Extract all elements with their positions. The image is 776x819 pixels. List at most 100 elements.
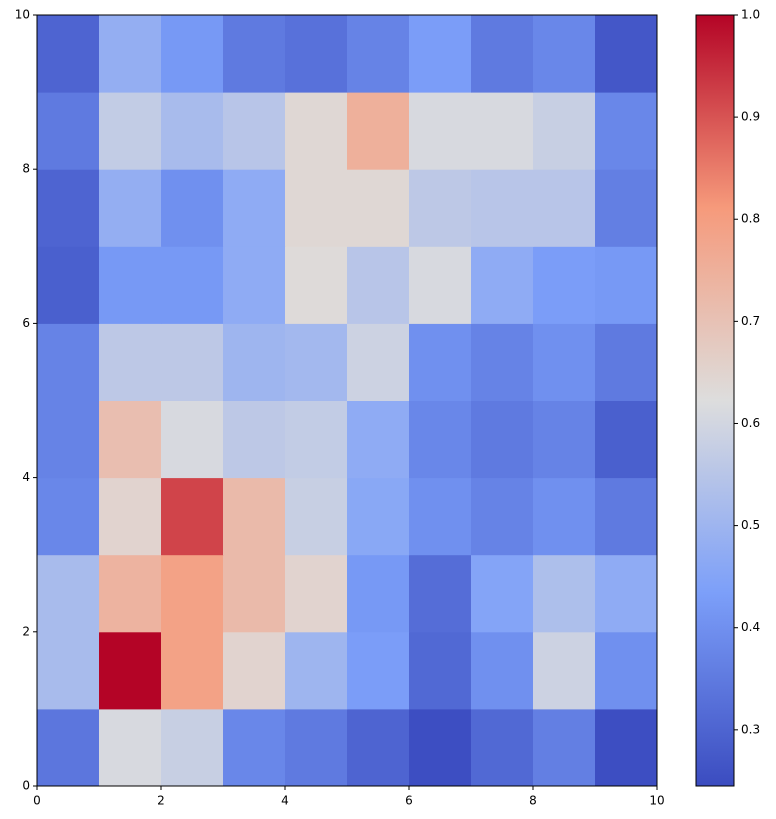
heat-cell xyxy=(99,92,162,170)
heat-cell xyxy=(347,400,410,479)
heat-cell xyxy=(161,169,224,247)
heat-cell xyxy=(533,400,596,479)
heat-cell xyxy=(161,554,224,633)
heat-cell xyxy=(533,631,596,710)
heat-cell xyxy=(223,554,286,633)
heat-cell xyxy=(37,246,100,324)
colorbar-tick-label: 0.7 xyxy=(741,314,760,328)
y-tick-label: 4 xyxy=(22,470,30,484)
heat-cell xyxy=(223,15,286,93)
heat-cell xyxy=(285,708,348,787)
heat-cell xyxy=(161,323,224,401)
heat-cell xyxy=(409,554,472,633)
heat-cell xyxy=(285,15,348,93)
heat-cell xyxy=(223,477,286,556)
heat-cell xyxy=(471,92,534,170)
heat-cell xyxy=(533,15,596,93)
heat-cell xyxy=(37,554,100,633)
heat-cell xyxy=(223,708,286,787)
heat-cell xyxy=(471,15,534,93)
heat-cell xyxy=(471,708,534,787)
heat-cell xyxy=(347,323,410,401)
heat-cell xyxy=(533,323,596,401)
heat-cell xyxy=(409,246,472,324)
heat-cell xyxy=(37,323,100,401)
heat-cell xyxy=(533,477,596,556)
colorbar-tick-label: 0.8 xyxy=(741,212,760,226)
plot-frame xyxy=(36,14,658,787)
heat-cell xyxy=(285,554,348,633)
heat-cell xyxy=(99,400,162,479)
heat-cell xyxy=(471,554,534,633)
heat-cell xyxy=(161,631,224,710)
heat-cell xyxy=(285,246,348,324)
heat-cell xyxy=(37,92,100,170)
heat-cell xyxy=(37,15,100,93)
heat-cell xyxy=(161,400,224,479)
heat-cell xyxy=(595,15,658,93)
heat-cell xyxy=(471,169,534,247)
heat-cell xyxy=(223,323,286,401)
heat-cell xyxy=(285,169,348,247)
heat-cell xyxy=(161,246,224,324)
heat-cell xyxy=(471,631,534,710)
heat-cell xyxy=(595,169,658,247)
heat-cell xyxy=(595,708,658,787)
heat-cell xyxy=(99,708,162,787)
heat-cell xyxy=(285,92,348,170)
heat-cell xyxy=(223,92,286,170)
heat-cell xyxy=(347,246,410,324)
heat-cell xyxy=(595,323,658,401)
heat-cell xyxy=(223,400,286,479)
heat-cell xyxy=(533,708,596,787)
x-tick-label: 6 xyxy=(405,794,413,808)
heat-cell xyxy=(533,92,596,170)
colorbar-tick-label: 0.9 xyxy=(741,110,760,124)
heat-cell xyxy=(223,631,286,710)
heat-cell xyxy=(409,323,472,401)
heat-cell xyxy=(99,15,162,93)
heat-cell xyxy=(285,631,348,710)
heat-cell xyxy=(409,631,472,710)
x-tick-label: 10 xyxy=(649,794,664,808)
heat-cell xyxy=(37,631,100,710)
heat-cell xyxy=(285,477,348,556)
heat-cell xyxy=(161,477,224,556)
heat-cell xyxy=(409,15,472,93)
heat-cell xyxy=(347,169,410,247)
y-tick-label: 0 xyxy=(22,779,30,793)
heat-cell xyxy=(347,631,410,710)
colorbar-tick-label: 0.6 xyxy=(741,416,760,430)
heat-cell xyxy=(471,400,534,479)
heat-cell xyxy=(99,246,162,324)
heat-cell xyxy=(471,323,534,401)
heat-cell xyxy=(409,477,472,556)
x-tick-label: 2 xyxy=(157,794,165,808)
heat-cell xyxy=(595,554,658,633)
colorbar-tick-label: 1.0 xyxy=(741,8,760,22)
heat-cell xyxy=(595,631,658,710)
heat-cell xyxy=(409,169,472,247)
heat-cell xyxy=(595,477,658,556)
heat-cell xyxy=(471,477,534,556)
heat-cell xyxy=(223,169,286,247)
colorbar-tick-label: 0.3 xyxy=(741,722,760,736)
y-tick-label: 6 xyxy=(22,316,30,330)
y-tick-label: 2 xyxy=(22,624,30,638)
heat-cell xyxy=(347,554,410,633)
heat-cell xyxy=(347,708,410,787)
heat-cell xyxy=(533,246,596,324)
heat-cell xyxy=(99,631,162,710)
colorbar-tick-label: 0.5 xyxy=(741,518,760,532)
heat-cell xyxy=(409,708,472,787)
x-tick-label: 8 xyxy=(529,794,537,808)
heat-cell xyxy=(409,400,472,479)
heat-cell xyxy=(409,92,472,170)
x-tick-label: 4 xyxy=(281,794,289,808)
heat-cell xyxy=(471,246,534,324)
y-tick-label: 10 xyxy=(15,8,30,22)
heat-cell xyxy=(37,169,100,247)
heat-cell xyxy=(99,554,162,633)
heat-cell xyxy=(595,246,658,324)
